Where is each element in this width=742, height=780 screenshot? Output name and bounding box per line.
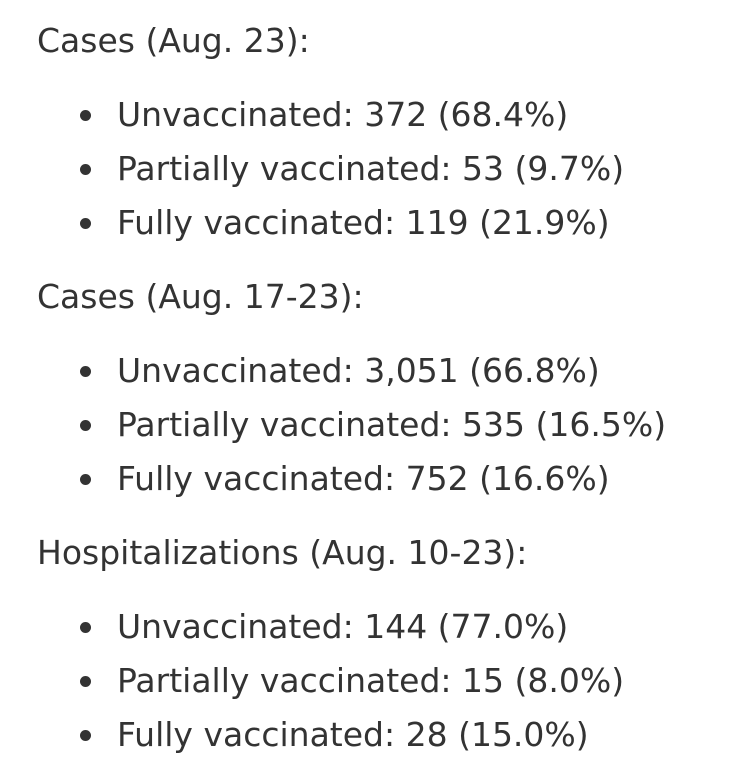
bullet-icon <box>80 110 91 121</box>
list-item: Fully vaccinated: 28 (15.0%) <box>37 708 624 762</box>
bullet-icon <box>80 218 91 229</box>
bullet-list: Unvaccinated: 144 (77.0%) Partially vacc… <box>37 600 624 762</box>
bullet-icon <box>80 366 91 377</box>
bullet-list: Unvaccinated: 3,051 (66.8%) Partially va… <box>37 344 666 506</box>
list-item: Unvaccinated: 3,051 (66.8%) <box>37 344 666 398</box>
list-item: Fully vaccinated: 119 (21.9%) <box>37 196 624 250</box>
section-hospitalizations-aug-10-23: Hospitalizations (Aug. 10-23): Unvaccina… <box>37 533 727 754</box>
section-cases-aug-23: Cases (Aug. 23): Unvaccinated: 372 (68.4… <box>37 21 727 242</box>
bullet-icon <box>80 622 91 633</box>
list-item-text: Unvaccinated: 3,051 (66.8%) <box>117 351 600 390</box>
list-item-text: Fully vaccinated: 119 (21.9%) <box>117 203 610 242</box>
list-item: Fully vaccinated: 752 (16.6%) <box>37 452 666 506</box>
bullet-icon <box>80 474 91 485</box>
list-item: Partially vaccinated: 15 (8.0%) <box>37 654 624 708</box>
list-item: Unvaccinated: 372 (68.4%) <box>37 88 624 142</box>
bullet-icon <box>80 164 91 175</box>
list-item-text: Fully vaccinated: 28 (15.0%) <box>117 715 589 754</box>
list-item-text: Partially vaccinated: 535 (16.5%) <box>117 405 667 444</box>
list-item-text: Unvaccinated: 372 (68.4%) <box>117 95 569 134</box>
bullet-icon <box>80 676 91 687</box>
section-heading: Hospitalizations (Aug. 10-23): <box>37 533 528 572</box>
list-item: Unvaccinated: 144 (77.0%) <box>37 600 624 654</box>
section-heading: Cases (Aug. 17-23): <box>37 277 364 316</box>
list-item-text: Partially vaccinated: 15 (8.0%) <box>117 661 625 700</box>
list-item-text: Partially vaccinated: 53 (9.7%) <box>117 149 625 188</box>
bullet-icon <box>80 730 91 741</box>
list-item-text: Unvaccinated: 144 (77.0%) <box>117 607 569 646</box>
section-heading: Cases (Aug. 23): <box>37 21 310 60</box>
bullet-icon <box>80 420 91 431</box>
list-item: Partially vaccinated: 53 (9.7%) <box>37 142 624 196</box>
bullet-list: Unvaccinated: 372 (68.4%) Partially vacc… <box>37 88 624 250</box>
list-item: Partially vaccinated: 535 (16.5%) <box>37 398 666 452</box>
list-item-text: Fully vaccinated: 752 (16.6%) <box>117 459 610 498</box>
section-cases-aug-17-23: Cases (Aug. 17-23): Unvaccinated: 3,051 … <box>37 277 727 498</box>
